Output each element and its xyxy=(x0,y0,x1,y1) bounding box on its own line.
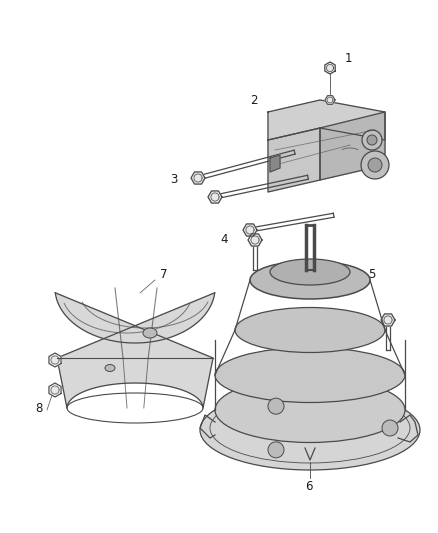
Text: 1: 1 xyxy=(345,52,353,65)
Ellipse shape xyxy=(235,308,385,352)
Ellipse shape xyxy=(215,348,405,402)
Ellipse shape xyxy=(200,390,420,470)
Text: 4: 4 xyxy=(220,233,227,246)
Polygon shape xyxy=(243,224,257,236)
Circle shape xyxy=(367,135,377,145)
Polygon shape xyxy=(325,95,335,104)
Circle shape xyxy=(382,420,398,436)
Text: 8: 8 xyxy=(35,402,42,415)
Text: 3: 3 xyxy=(170,173,177,186)
Polygon shape xyxy=(325,62,335,74)
Text: 7: 7 xyxy=(160,268,167,281)
Polygon shape xyxy=(208,191,222,203)
Circle shape xyxy=(362,130,382,150)
Polygon shape xyxy=(268,100,385,140)
Ellipse shape xyxy=(250,261,370,299)
Text: 6: 6 xyxy=(305,480,312,493)
Text: 2: 2 xyxy=(250,94,258,107)
Polygon shape xyxy=(320,112,385,180)
Polygon shape xyxy=(191,172,205,184)
Polygon shape xyxy=(381,314,395,326)
Polygon shape xyxy=(55,293,215,408)
Ellipse shape xyxy=(105,365,115,372)
Circle shape xyxy=(361,151,389,179)
Ellipse shape xyxy=(270,259,350,285)
Ellipse shape xyxy=(143,328,157,338)
Circle shape xyxy=(268,442,284,458)
Polygon shape xyxy=(49,353,61,367)
Text: 5: 5 xyxy=(368,268,375,281)
Polygon shape xyxy=(268,128,320,192)
Polygon shape xyxy=(248,234,262,246)
Circle shape xyxy=(268,398,284,414)
Polygon shape xyxy=(294,275,306,289)
Polygon shape xyxy=(270,155,280,172)
Polygon shape xyxy=(49,383,61,397)
Circle shape xyxy=(368,158,382,172)
Ellipse shape xyxy=(215,377,405,442)
